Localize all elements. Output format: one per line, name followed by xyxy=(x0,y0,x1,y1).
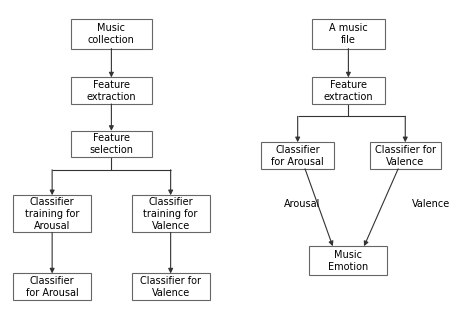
Text: Classifier
for Arousal: Classifier for Arousal xyxy=(26,276,79,298)
FancyBboxPatch shape xyxy=(71,77,152,104)
Text: Classifier for
Valence: Classifier for Valence xyxy=(375,145,436,167)
FancyBboxPatch shape xyxy=(13,195,91,233)
Text: Classifier
training for
Arousal: Classifier training for Arousal xyxy=(25,197,79,231)
Text: Feature
selection: Feature selection xyxy=(90,133,133,155)
FancyBboxPatch shape xyxy=(311,77,385,104)
Text: A music
file: A music file xyxy=(329,23,368,45)
FancyBboxPatch shape xyxy=(131,195,210,233)
Text: Classifier for
Valence: Classifier for Valence xyxy=(140,276,201,298)
Text: Arousal: Arousal xyxy=(284,199,321,209)
Text: Music
Emotion: Music Emotion xyxy=(328,250,368,272)
FancyBboxPatch shape xyxy=(309,246,387,275)
FancyBboxPatch shape xyxy=(370,142,441,169)
Text: Feature
extraction: Feature extraction xyxy=(324,80,373,102)
FancyBboxPatch shape xyxy=(311,19,385,49)
FancyBboxPatch shape xyxy=(71,131,152,157)
Text: Valence: Valence xyxy=(412,199,451,209)
FancyBboxPatch shape xyxy=(131,273,210,300)
FancyBboxPatch shape xyxy=(13,273,91,300)
Text: Music
collection: Music collection xyxy=(88,23,135,45)
FancyBboxPatch shape xyxy=(71,19,152,49)
Text: Feature
extraction: Feature extraction xyxy=(87,80,136,102)
FancyBboxPatch shape xyxy=(261,142,334,169)
Text: Classifier
training for
Valence: Classifier training for Valence xyxy=(144,197,198,231)
Text: Classifier
for Arousal: Classifier for Arousal xyxy=(271,145,324,167)
